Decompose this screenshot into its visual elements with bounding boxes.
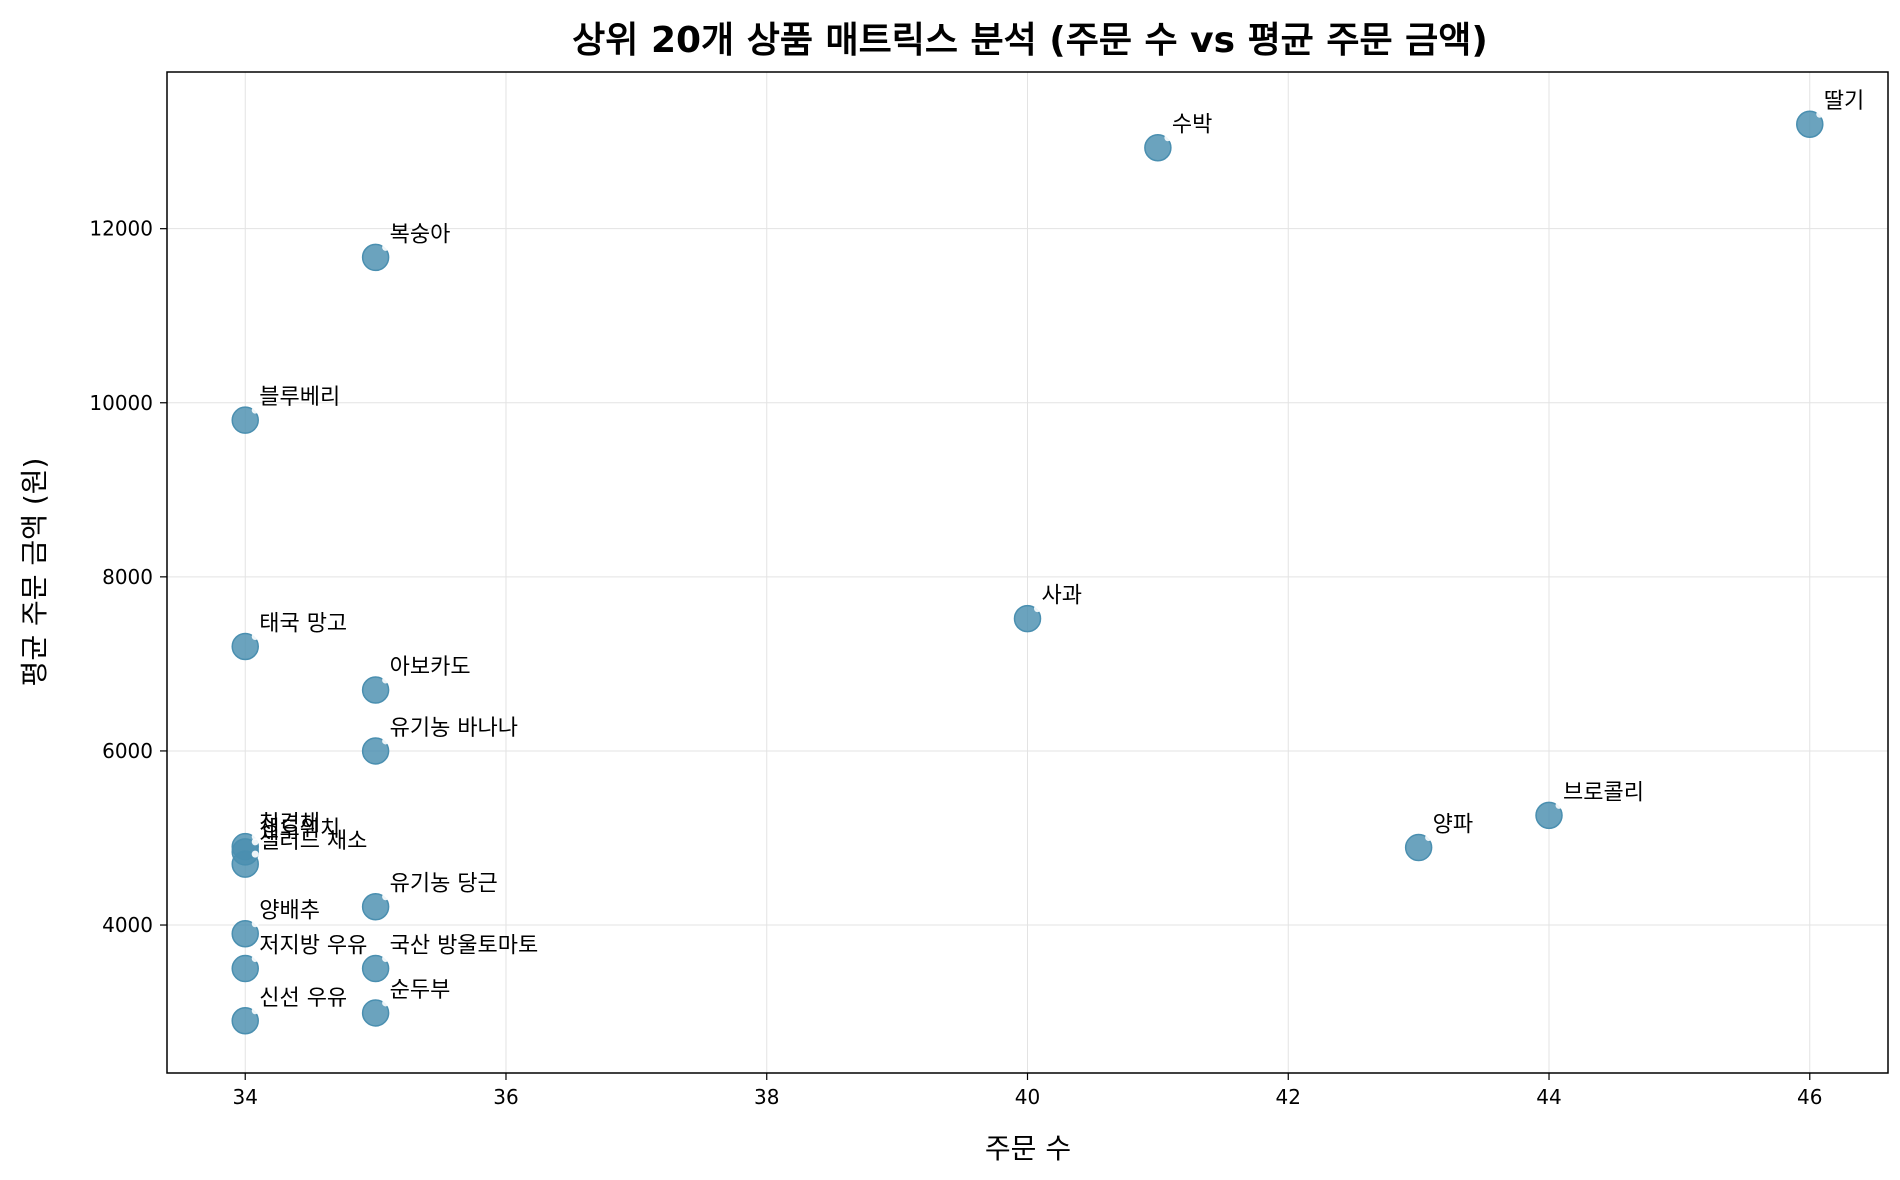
y-tick-label: 8000 <box>102 565 153 589</box>
data-point-label: 신선 우유 <box>259 986 347 1011</box>
data-point-highlight <box>1034 605 1041 612</box>
x-tick-label: 44 <box>1536 1085 1561 1109</box>
data-point-highlight <box>252 633 259 640</box>
x-tick-label: 46 <box>1797 1085 1822 1109</box>
data-point-label: 순두부 <box>390 978 451 1003</box>
data-point-label: 딸기 <box>1824 89 1864 114</box>
data-point-label: 유기농 당근 <box>390 872 498 897</box>
data-point-highlight <box>1425 834 1432 841</box>
data-point-label: 국산 방울토마토 <box>390 934 539 959</box>
data-point-highlight <box>1816 111 1823 118</box>
data-point-label: 양파 <box>1433 813 1473 838</box>
data-point-highlight <box>1556 802 1563 809</box>
data-point-highlight <box>1164 134 1171 141</box>
data-point-label: 아보카도 <box>390 655 471 680</box>
data-point-highlight <box>252 1007 259 1014</box>
y-tick-label: 12000 <box>89 217 153 241</box>
data-point-label: 저지방 우유 <box>259 934 367 959</box>
data-point-highlight <box>382 677 389 684</box>
x-axis-label: 주문 수 <box>985 1132 1071 1165</box>
x-tick-label: 38 <box>754 1085 779 1109</box>
data-point-highlight <box>252 920 259 927</box>
y-tick-label: 10000 <box>89 391 153 415</box>
data-point-highlight <box>382 999 389 1006</box>
data-point-highlight <box>382 955 389 962</box>
data-point-highlight <box>382 737 389 744</box>
data-point-label: 양배추 <box>259 899 320 924</box>
data-point-highlight <box>252 851 259 858</box>
x-tick-label: 34 <box>233 1085 258 1109</box>
data-point-label: 태국 망고 <box>259 611 347 636</box>
y-tick-label: 4000 <box>102 913 153 937</box>
data-point-label: 유기농 바나나 <box>390 716 518 741</box>
data-point-highlight <box>252 407 259 414</box>
data-point-label: 블루베리 <box>259 385 340 410</box>
x-tick-label: 42 <box>1276 1085 1301 1109</box>
data-point-highlight <box>252 838 259 845</box>
data-point-highlight <box>382 893 389 900</box>
x-tick-label: 36 <box>493 1085 518 1109</box>
data-point-label: 샐러드 채소 <box>259 829 367 854</box>
data-point-label: 브로콜리 <box>1563 780 1644 805</box>
data-point-highlight <box>252 955 259 962</box>
y-tick-label: 6000 <box>102 739 153 763</box>
y-axis-label: 평균 주문 금액 (원) <box>18 458 51 687</box>
x-tick-label: 40 <box>1015 1085 1040 1109</box>
data-point-label: 사과 <box>1042 584 1082 609</box>
chart-title: 상위 20개 상품 매트릭스 분석 (주문 수 vs 평균 주문 금액) <box>572 20 1488 61</box>
data-point-label: 복숭아 <box>390 222 451 247</box>
data-point-highlight <box>382 244 389 251</box>
data-point-label: 수박 <box>1172 113 1212 138</box>
